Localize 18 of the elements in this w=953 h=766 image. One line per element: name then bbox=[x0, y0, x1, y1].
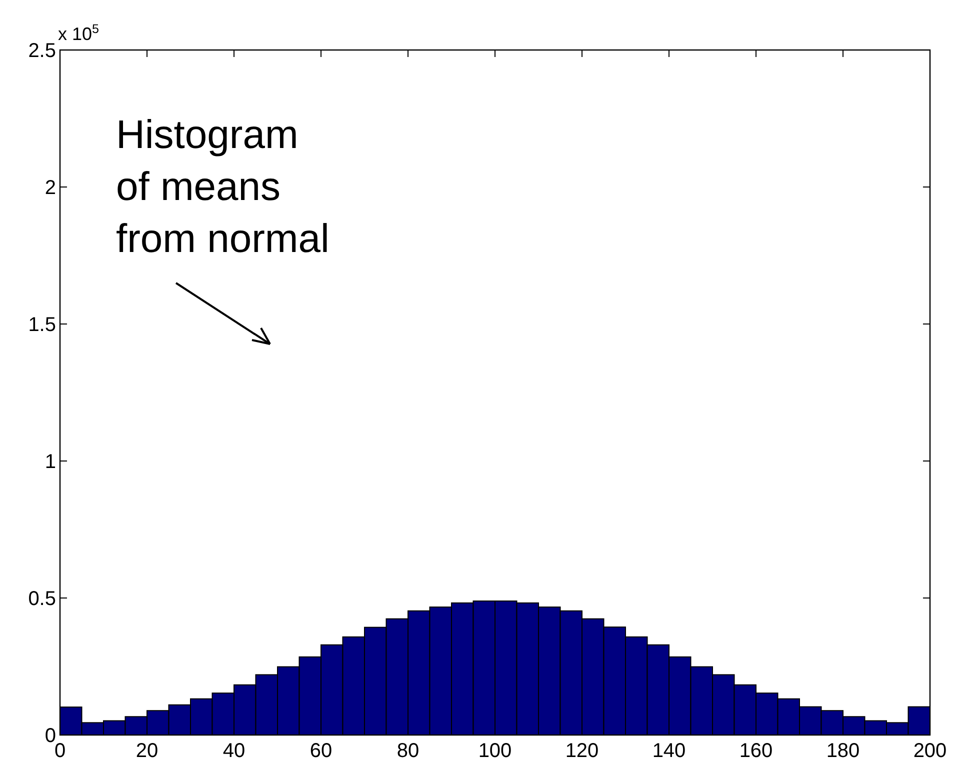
x-tick-label: 40 bbox=[222, 740, 246, 762]
y-tick-label: 2 bbox=[44, 177, 56, 199]
x-tick-label: 140 bbox=[652, 740, 686, 762]
x-tick-label: 200 bbox=[913, 740, 947, 762]
x-tick-label: 100 bbox=[478, 740, 512, 762]
x-tick-label: 120 bbox=[565, 740, 599, 762]
x-tick-label: 160 bbox=[739, 740, 773, 762]
y-tick-label: 0 bbox=[44, 725, 56, 747]
x-tick-label: 20 bbox=[136, 740, 158, 762]
y-tick-label: 2.5 bbox=[28, 40, 56, 62]
x-tick-label: 180 bbox=[826, 740, 860, 762]
x-tick-label: 80 bbox=[396, 740, 420, 762]
annotation: Histogram of means from normal bbox=[116, 113, 330, 261]
y-tick-label: 1.5 bbox=[28, 314, 56, 336]
text: x 10$^{5}$ bbox=[58, 22, 100, 44]
y-tick-label: 0.5 bbox=[28, 588, 56, 610]
y-tick-label: 1 bbox=[44, 451, 56, 473]
x-tick-label: 60 bbox=[310, 740, 332, 762]
